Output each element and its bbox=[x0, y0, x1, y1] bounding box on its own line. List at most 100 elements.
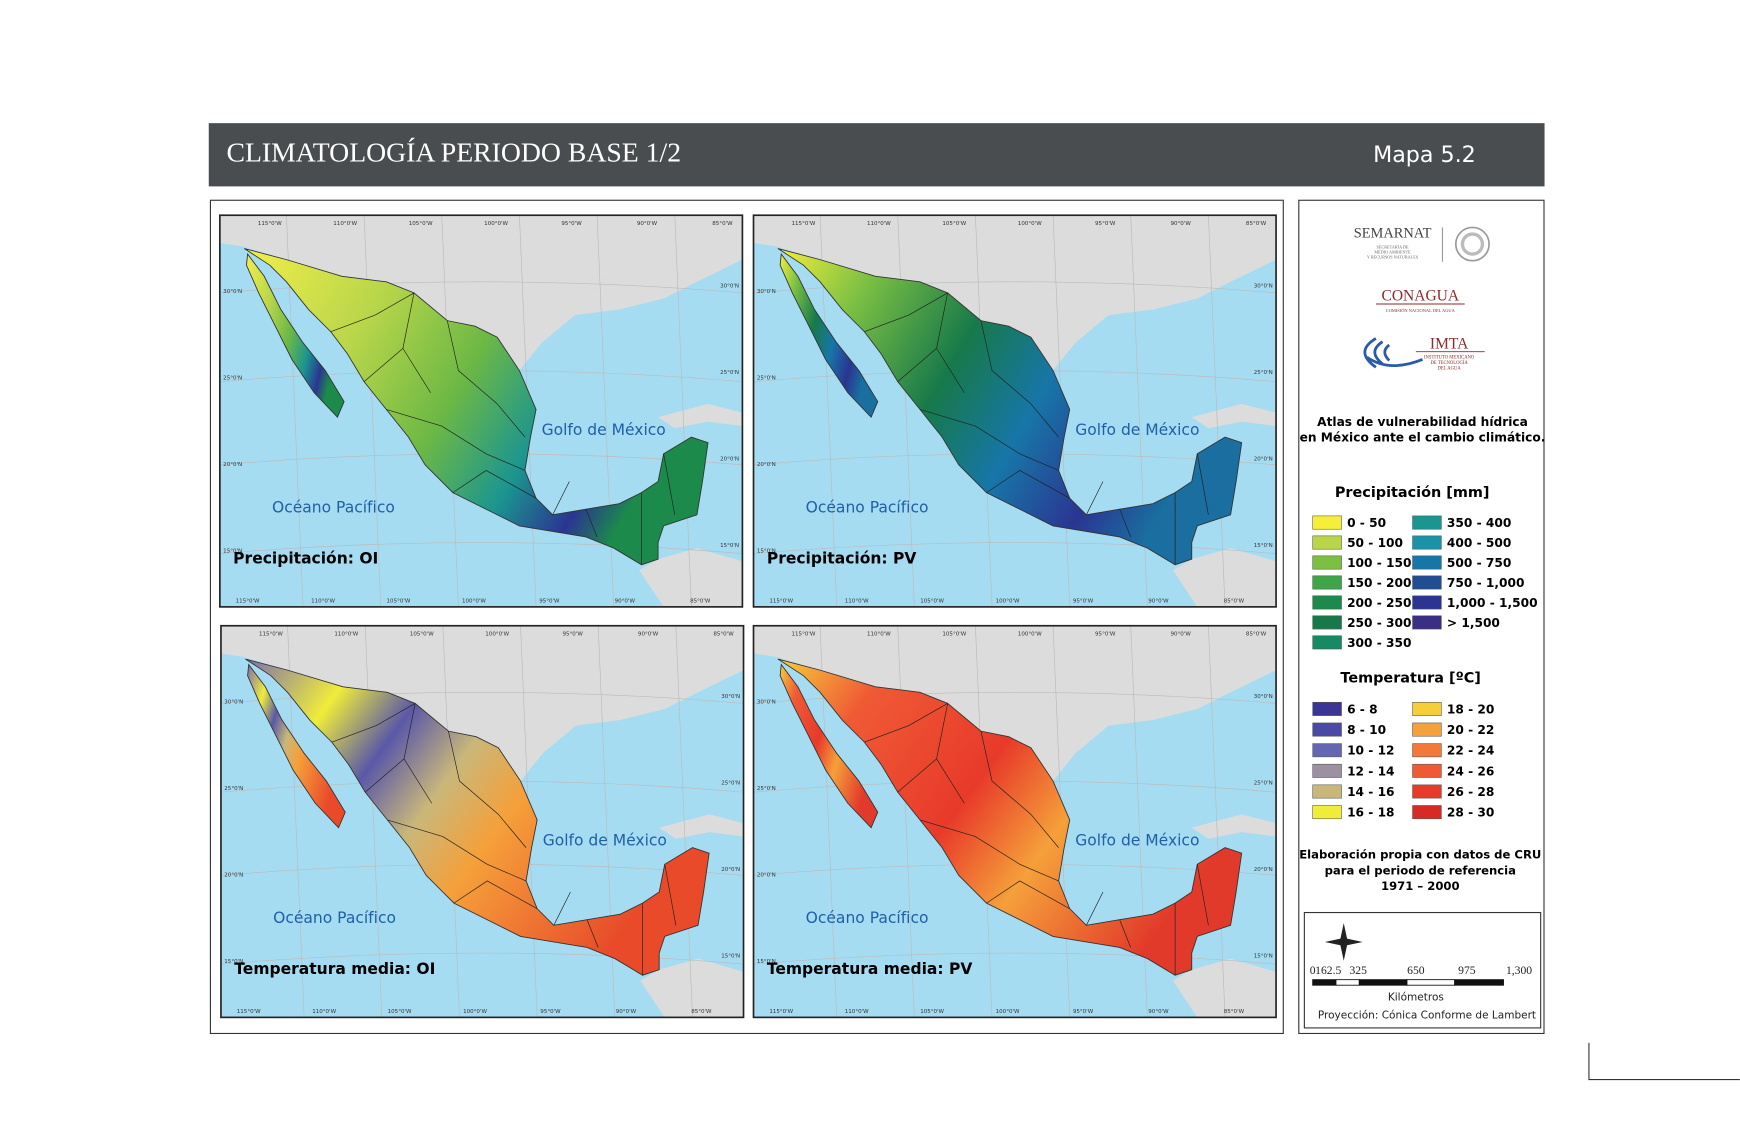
legend-label: 20 - 22 bbox=[1447, 723, 1494, 737]
logo-semarnat-sub: MEDIO AMBIENTE bbox=[1374, 250, 1411, 255]
land-central-america bbox=[639, 548, 743, 607]
legend-swatch bbox=[1412, 743, 1442, 758]
land-usa bbox=[753, 625, 1277, 782]
lon-label: 90°0'W bbox=[1170, 221, 1191, 227]
lon-label: 85°0'W bbox=[690, 598, 711, 604]
lon-label: 90°0'W bbox=[615, 598, 636, 604]
legend-label: 10 - 12 bbox=[1347, 744, 1394, 758]
logo-semarnat-sub: SECRETARÍA DE bbox=[1377, 245, 1409, 250]
scale-bar: 0 162.5 325 650 975 1,300 Kilómetros Proyección… bbox=[1310, 964, 1536, 1021]
lat-label: 15°0'N bbox=[224, 959, 243, 965]
logo-imta-sub: DEL AGUA bbox=[1438, 366, 1462, 371]
mexico-baja bbox=[779, 663, 879, 829]
panel-content bbox=[219, 215, 743, 607]
lon-label: 85°0'W bbox=[1224, 1009, 1245, 1015]
logo-imta-waves bbox=[1363, 337, 1424, 369]
atlas-title: Atlas de vulnerabilidad hídrica bbox=[1317, 415, 1528, 429]
scale-segment bbox=[1406, 979, 1456, 986]
lat-label: 15°0'N bbox=[720, 543, 739, 549]
gulf-label: Golfo de México bbox=[543, 831, 667, 849]
state-borders bbox=[864, 292, 1209, 565]
panel-content bbox=[753, 215, 1277, 607]
lon-label: 85°0'W bbox=[1246, 632, 1267, 638]
lat-label: 15°0'N bbox=[1254, 953, 1273, 959]
lon-label: 100°0'W bbox=[996, 598, 1020, 604]
legend-swatch bbox=[1312, 535, 1342, 550]
graticule-line bbox=[675, 625, 693, 1018]
legend-swatch bbox=[1312, 805, 1342, 820]
lat-label: 30°0'N bbox=[223, 289, 242, 295]
lon-label: 110°0'W bbox=[312, 1009, 336, 1015]
panel-content bbox=[753, 625, 1277, 1018]
atlas-title: en México ante el cambio climático. bbox=[1300, 431, 1546, 445]
panel-content bbox=[220, 625, 744, 1018]
lon-label: 115°0'W bbox=[259, 632, 283, 638]
scale-label: 650 bbox=[1407, 964, 1425, 977]
legend-swatch bbox=[1412, 763, 1442, 778]
lon-label: 110°0'W bbox=[867, 632, 891, 638]
legend-swatch bbox=[1312, 635, 1342, 650]
north-arrow bbox=[1324, 923, 1363, 961]
lat-label: 25°0'N bbox=[720, 370, 739, 376]
lon-label: 95°0'W bbox=[1073, 1009, 1094, 1015]
scale-label: 1,300 bbox=[1506, 964, 1532, 977]
logo-seal bbox=[1454, 226, 1490, 262]
logo-imta-sub: DE TECNOLOGÍA bbox=[1431, 360, 1469, 366]
logo-seal-inner bbox=[1460, 232, 1485, 256]
lon-label: 85°0'W bbox=[712, 221, 733, 227]
lon-label: 105°0'W bbox=[920, 598, 944, 604]
legend-label: 1,000 - 1,500 bbox=[1447, 596, 1538, 610]
lon-label: 90°0'W bbox=[637, 221, 658, 227]
lon-label: 95°0'W bbox=[1095, 632, 1116, 638]
legend-label: 350 - 400 bbox=[1447, 516, 1511, 530]
scale-segment bbox=[1335, 979, 1360, 986]
lat-label: 30°0'N bbox=[721, 694, 740, 700]
legend-label: 500 - 750 bbox=[1447, 556, 1511, 570]
lon-label: 85°0'W bbox=[713, 632, 734, 638]
legend-swatch bbox=[1312, 575, 1342, 590]
legend-label: 300 - 350 bbox=[1347, 636, 1411, 650]
logo-semarnat-sub: Y RECURSOS NATURALES bbox=[1367, 255, 1419, 260]
lon-label: 110°0'W bbox=[867, 221, 891, 227]
logo-conagua: CONAGUA bbox=[1381, 288, 1459, 305]
lat-label: 30°0'N bbox=[720, 283, 739, 289]
gulf-label: Golfo de México bbox=[542, 421, 666, 439]
legend-label: 14 - 16 bbox=[1347, 785, 1394, 799]
header-title: CLIMATOLOGÍA PERIODO BASE 1/2 bbox=[227, 137, 682, 168]
lon-label: 90°0'W bbox=[638, 632, 659, 638]
legend-label: 200 - 250 bbox=[1347, 596, 1411, 610]
graticule-line bbox=[753, 542, 1277, 554]
lon-label: 115°0'W bbox=[769, 598, 793, 604]
legend-label: 16 - 18 bbox=[1347, 806, 1394, 820]
graticule-line bbox=[1208, 625, 1226, 1018]
precipitation-legend-title: Precipitación [mm] bbox=[1335, 485, 1490, 501]
scale-box bbox=[1303, 911, 1542, 1029]
lat-label: 20°0'N bbox=[720, 456, 739, 462]
projection: Proyección: Cónica Conforme de Lambert bbox=[1318, 1009, 1536, 1021]
legend-swatch bbox=[1312, 722, 1342, 737]
pacific-label: Océano Pacífico bbox=[272, 499, 395, 517]
legend-swatch bbox=[1312, 702, 1342, 716]
lon-label: 115°0'W bbox=[792, 632, 816, 638]
land-cuba bbox=[1191, 814, 1277, 839]
lat-label: 20°0'N bbox=[1254, 867, 1273, 873]
lon-label: 100°0'W bbox=[485, 632, 509, 638]
lon-label: 95°0'W bbox=[562, 632, 583, 638]
legend-label: 18 - 20 bbox=[1447, 702, 1494, 716]
legend-swatch bbox=[1412, 575, 1442, 590]
legend-label: 750 - 1,000 bbox=[1447, 576, 1525, 590]
legend-label: 22 - 24 bbox=[1447, 744, 1494, 758]
graticule-line bbox=[753, 952, 1277, 965]
lon-label: 90°0'W bbox=[1148, 598, 1169, 604]
lon-label: 85°0'W bbox=[691, 1009, 712, 1015]
lon-label: 95°0'W bbox=[561, 221, 582, 227]
lon-label: 115°0'W bbox=[792, 221, 816, 227]
panel-frame bbox=[752, 624, 1277, 1019]
legend-label: 100 - 150 bbox=[1347, 556, 1411, 570]
legend-swatch bbox=[1412, 702, 1442, 716]
lon-label: 105°0'W bbox=[410, 632, 434, 638]
lon-label: 110°0'W bbox=[845, 1009, 869, 1015]
